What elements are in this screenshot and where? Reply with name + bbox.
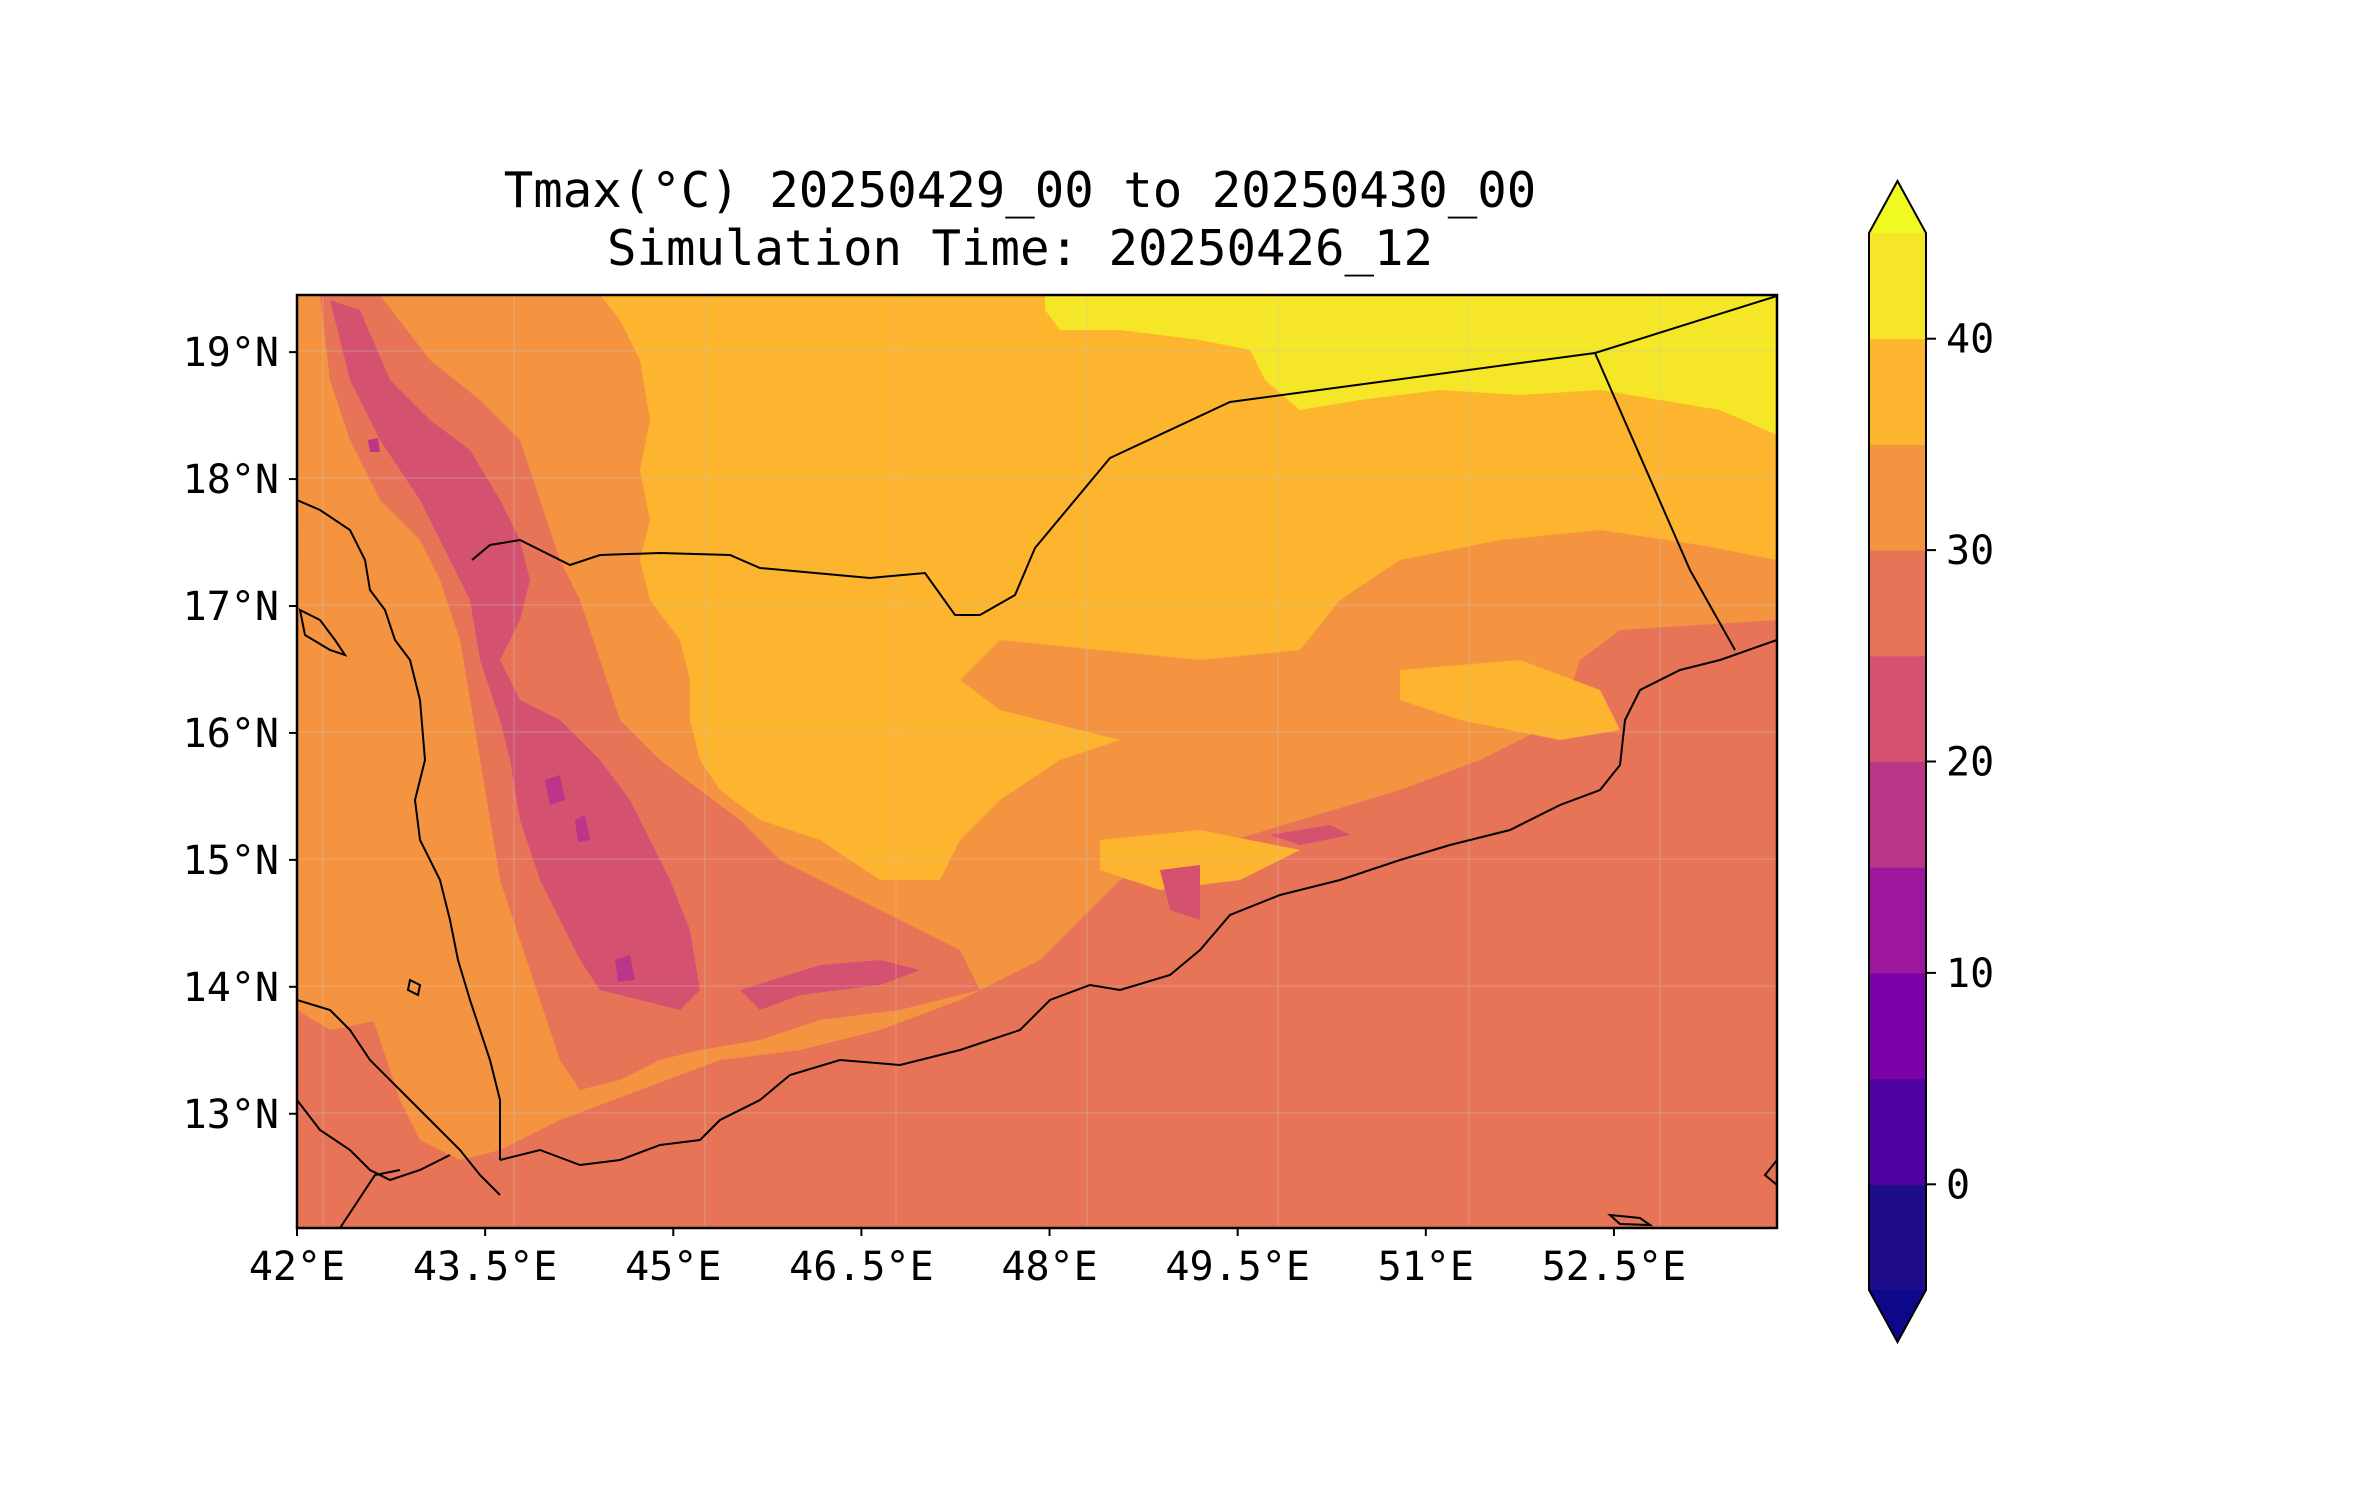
- lon-tick-label: 43.5°E: [413, 1244, 558, 1290]
- lon-tick-label: 45°E: [625, 1244, 721, 1290]
- colorbar-outline: [1868, 178, 1927, 1345]
- lat-tick-label: 16°N: [183, 711, 279, 757]
- colorbar: 0 10 20 30 40: [1868, 178, 1994, 1345]
- yemen-saudi-border: [471, 295, 1777, 616]
- lat-lon-grid: [297, 295, 1777, 1228]
- island-small-2: [1607, 1213, 1654, 1227]
- lon-tick-label: 52.5°E: [1542, 1244, 1687, 1290]
- lon-tick-label: 49.5°E: [1165, 1244, 1310, 1290]
- colorbar-bin: [1869, 761, 1926, 868]
- field-band-20-25-ridge: [740, 960, 920, 1010]
- lon-tick-label: 42°E: [249, 1244, 345, 1290]
- field-band-20-25-south-spot: [1160, 865, 1200, 920]
- lat-tick-label: 19°N: [183, 330, 279, 376]
- colorbar-bin: [1869, 972, 1926, 1080]
- field-band-35-40-plateau: [600, 295, 1777, 880]
- colorbar-bin: [1869, 655, 1926, 762]
- temperature-field: [297, 295, 1777, 1228]
- field-band-15-20-core-4: [368, 438, 380, 452]
- colorbar-bin: [1869, 867, 1926, 974]
- colorbar-bin: [1869, 233, 1926, 340]
- latitude-axis: 13°N 14°N 15°N 16°N 17°N 18°N 19°N: [183, 330, 297, 1138]
- field-band-15-20-core-2: [575, 815, 590, 842]
- west-coast: [297, 499, 501, 1160]
- lat-tick-label: 18°N: [183, 457, 279, 503]
- field-band-35-40-east: [1400, 660, 1620, 740]
- colorbar-bin: [1869, 338, 1926, 445]
- south-coast: [499, 639, 1777, 1167]
- island-small-1: [406, 978, 422, 997]
- field-band-20-25-east-spot: [1270, 825, 1350, 845]
- ethiopia-border: [339, 1169, 401, 1228]
- lon-tick-label: 48°E: [1001, 1244, 1097, 1290]
- field-band-35-40-south: [1100, 830, 1300, 890]
- map-frame: [295, 293, 1779, 1230]
- yemen-oman-border: [1594, 352, 1736, 651]
- colorbar-bin: [1869, 1078, 1926, 1185]
- colorbar-bin: [1869, 1184, 1926, 1291]
- field-band-30-35-coast: [297, 560, 380, 1030]
- africa-coast: [297, 999, 501, 1196]
- lat-tick-label: 15°N: [183, 838, 279, 884]
- chart-title-line-2: Simulation Time: 20250426_12: [606, 220, 1433, 277]
- lon-tick-label: 46.5°E: [789, 1244, 934, 1290]
- colorbar-extend-high: [1869, 181, 1926, 233]
- island-kamaran: [298, 608, 348, 657]
- lat-tick-label: 14°N: [183, 965, 279, 1011]
- djibouti-coast: [297, 1099, 451, 1182]
- colorbar-extend-low: [1869, 1290, 1926, 1342]
- colorbar-tick-label: 20: [1946, 740, 1994, 786]
- field-band-15-20-core-1: [545, 775, 565, 805]
- colorbar-tick-label: 10: [1946, 951, 1994, 997]
- coastlines-and-borders: [297, 295, 1777, 1228]
- colorbar-tick-label: 0: [1946, 1162, 1970, 1208]
- lon-tick-label: 51°E: [1378, 1244, 1474, 1290]
- colorbar-bin: [1869, 550, 1926, 657]
- colorbar-tick-label: 40: [1946, 317, 1994, 363]
- lat-tick-label: 13°N: [183, 1092, 279, 1138]
- lat-tick-label: 17°N: [183, 584, 279, 630]
- field-band-15-20-core-3: [615, 955, 635, 982]
- colorbar-bin: [1869, 444, 1926, 551]
- colorbar-tick-label: 30: [1946, 528, 1994, 574]
- field-band-20-25-highlands: [330, 300, 700, 1010]
- field-band-40-45-rubalkhali: [1045, 295, 1777, 435]
- longitude-axis: 42°E 43.5°E 45°E 46.5°E 48°E 49.5°E 51°E 52.5°E: [249, 1228, 1686, 1290]
- socotra-edge: [1763, 1159, 1777, 1186]
- chart-title-line-1: Tmax(°C) 20250429_00 to 20250430_00: [503, 162, 1537, 219]
